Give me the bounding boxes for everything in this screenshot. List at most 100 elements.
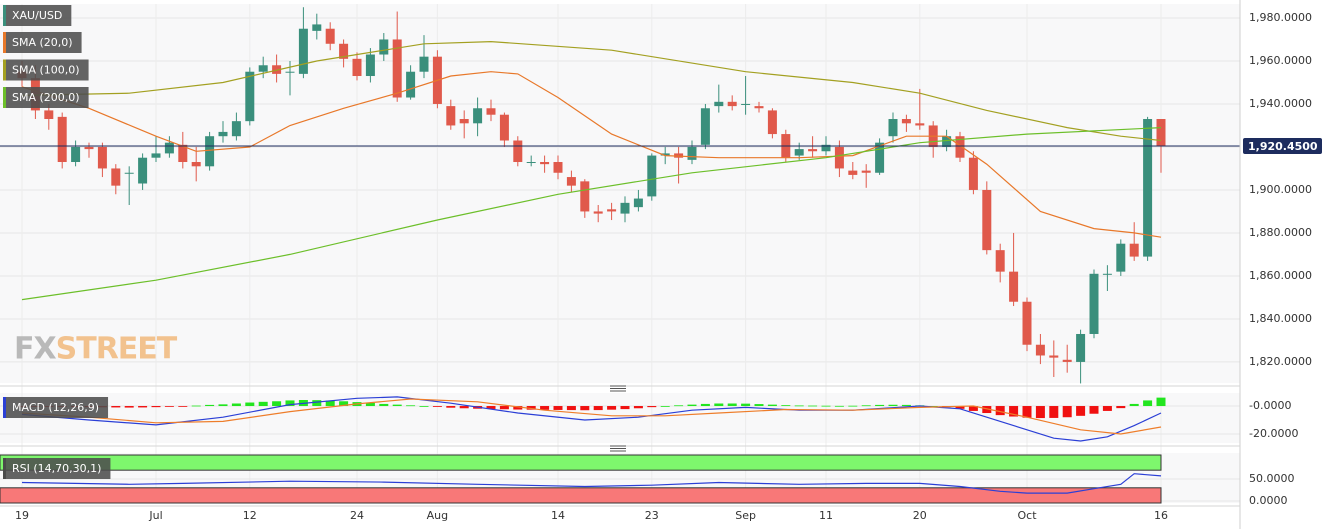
y-tick-label: 1,940.0000	[1249, 97, 1312, 110]
watermark: STREET	[56, 332, 178, 367]
histogram-bar	[700, 403, 710, 407]
histogram-bar	[499, 406, 509, 410]
histogram-bar	[178, 406, 188, 407]
candle-body	[459, 119, 469, 124]
oversold-zone	[0, 487, 1162, 504]
histogram-bar	[767, 404, 777, 407]
candle-body	[419, 56, 429, 72]
candle-body	[982, 189, 992, 251]
resize-handle[interactable]	[610, 385, 626, 392]
candle-body	[151, 153, 161, 158]
candle-body	[138, 157, 148, 184]
y-tick-label: 1,820.0000	[1249, 355, 1312, 368]
candle-body	[821, 144, 831, 152]
y-tick-label: 1,860.0000	[1249, 269, 1312, 282]
candle-body	[1062, 359, 1072, 362]
histogram-bar	[607, 406, 617, 410]
histogram-bar	[687, 404, 697, 407]
indicator-line	[21, 396, 1162, 442]
candle-body	[942, 136, 952, 147]
candle-body	[352, 58, 362, 77]
candle-body	[365, 54, 375, 77]
histogram-bar	[888, 404, 898, 407]
histogram-bar	[633, 406, 643, 409]
histogram-bar	[1076, 406, 1086, 416]
y-tick-label: -20.0000	[1249, 427, 1298, 440]
histogram-bar	[861, 405, 871, 407]
y-tick-label: 1,840.0000	[1249, 312, 1312, 325]
histogram-bar	[245, 402, 255, 407]
candle-body	[312, 24, 322, 31]
histogram-bar	[419, 406, 429, 407]
legend-box	[3, 5, 72, 26]
last-price-box	[1243, 137, 1322, 154]
candle-body	[97, 146, 107, 169]
x-tick-label: Aug	[427, 509, 448, 522]
histogram-bar	[312, 400, 322, 407]
indicator-line	[21, 473, 1162, 494]
candle-body	[298, 28, 308, 74]
candle-body	[71, 146, 81, 163]
histogram-bar	[1035, 406, 1045, 419]
indicator-line	[21, 398, 1162, 435]
y-tick-label: 1,880.0000	[1249, 226, 1312, 239]
candle-body	[687, 146, 697, 160]
histogram-bar	[218, 404, 228, 407]
candle-body	[647, 155, 657, 197]
candle-body	[593, 211, 603, 214]
histogram-bar	[794, 405, 804, 407]
candle-body	[1129, 243, 1139, 257]
histogram-bar	[741, 403, 751, 407]
legend-swatch	[3, 397, 6, 418]
x-tick-label: 14	[551, 509, 565, 522]
histogram-bar	[808, 405, 818, 407]
candle-body	[325, 28, 335, 44]
candle-body	[1022, 301, 1032, 345]
x-tick-label: 11	[819, 509, 833, 522]
candle-body	[231, 121, 241, 137]
candle-body	[901, 119, 911, 124]
x-tick-label: 24	[350, 509, 364, 522]
resize-handle[interactable]	[610, 445, 626, 452]
legend-swatch	[3, 458, 6, 479]
y-tick-label: -0.0000	[1249, 399, 1291, 412]
overbought-zone	[0, 454, 1162, 471]
histogram-bar	[714, 403, 724, 407]
histogram-bar	[339, 401, 349, 407]
y-tick-label: 1,900.0000	[1249, 183, 1312, 196]
label-layer: 1,920.4500 XAU/USD SMA (20,0) SMA (100,0) SM…	[3, 5, 1322, 522]
histogram-bar	[446, 406, 456, 408]
candle-body	[700, 108, 710, 145]
indicator-line	[21, 71, 1162, 238]
candle-body	[486, 108, 496, 115]
legend-label: XAU/USD	[12, 9, 62, 22]
legend-label: SMA (100,0)	[12, 64, 80, 77]
x-tick-label: 16	[1154, 509, 1168, 522]
candle-body	[540, 162, 550, 165]
histogram-bar	[1116, 406, 1126, 409]
histogram-bar	[566, 406, 576, 411]
histogram-bar	[660, 406, 670, 407]
candle-body	[191, 162, 201, 167]
candle-body	[607, 209, 617, 212]
y-tick-label: 1,980.0000	[1249, 11, 1312, 24]
histogram-bar	[1089, 406, 1099, 414]
candle-body	[218, 131, 228, 137]
x-tick-label: Oct	[1017, 509, 1037, 522]
histogram-bar	[1062, 406, 1072, 418]
candle-body	[84, 146, 94, 150]
x-tick-label: Jul	[148, 509, 162, 522]
histogram-bar	[258, 401, 268, 407]
candle-body	[1076, 333, 1086, 362]
histogram-bar	[164, 406, 174, 407]
histogram-bar	[1156, 397, 1166, 407]
legend-label: RSI (14,70,30,1)	[12, 462, 101, 475]
candle-body	[164, 142, 174, 154]
legend-box	[3, 59, 89, 81]
candle-body	[660, 153, 670, 156]
candle-body	[1035, 344, 1045, 356]
layers: 1,820.0000 1,840.0000 1,860.0000 1,880.0000…	[0, 4, 1322, 522]
x-tick-label: Sep	[735, 509, 756, 522]
legend-swatch	[3, 87, 6, 108]
